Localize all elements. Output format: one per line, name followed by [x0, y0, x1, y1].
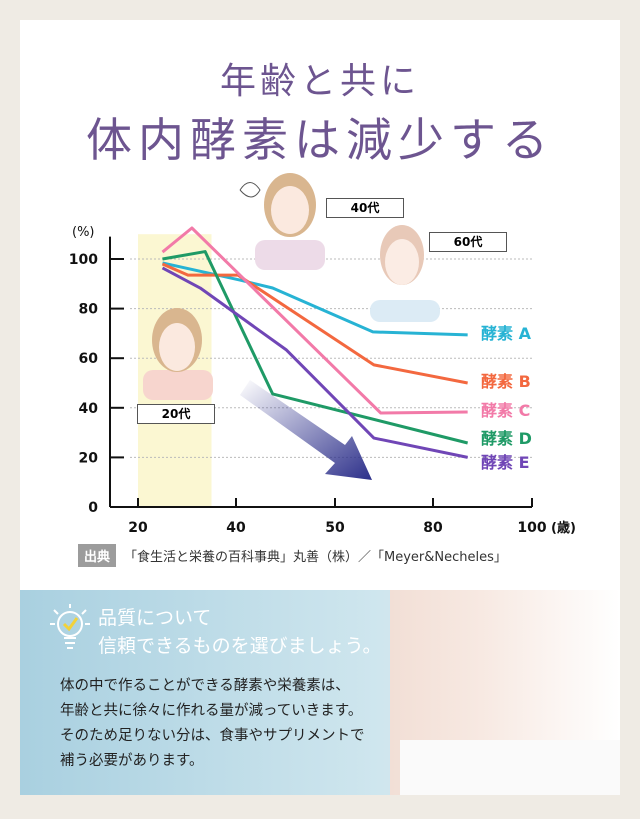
x-tick-label: 20	[128, 520, 148, 536]
series-label: 酵素 C	[481, 401, 530, 420]
enzyme-line-chart: 0 20 40 60 80 100 20 40 50 80 100 (%) (歳) 酵素 A 酵素 B 酵素 …	[69, 173, 576, 536]
x-tick-label: 40	[226, 520, 246, 536]
series-line-c	[161, 226, 468, 415]
series-label: 酵素 B	[481, 372, 531, 391]
y-tick-label: 80	[79, 302, 99, 318]
age-tag-20s: 20代	[137, 404, 215, 424]
body-line: 体の中で作ることができる酵素や栄養素は、	[60, 678, 350, 694]
illustrations	[143, 173, 440, 400]
source-citation: 出典 「食生活と栄養の百科事典」丸善（株）／「Meyer&Necheles」	[78, 544, 507, 567]
body-line: 年齢と共に徐々に作れる量が減っていきます。	[60, 703, 363, 719]
panel-headline: 品質について 信頼できるものを選びましょう。	[98, 604, 381, 660]
age-tag-60s: 60代	[429, 232, 507, 252]
age-tag-40s: 40代	[326, 198, 404, 218]
series-label: 酵素 A	[481, 324, 532, 343]
woman-60s-illustration	[370, 225, 440, 322]
woman-40s-illustration	[239, 173, 325, 270]
lightbulb-check-icon	[50, 604, 90, 649]
y-axis-label: (%)	[72, 225, 95, 240]
title-line1: 年齢と共に	[219, 61, 420, 102]
x-tick-label: 100	[517, 520, 546, 536]
y-tick-label: 40	[79, 401, 99, 417]
decrease-arrow	[240, 380, 372, 480]
y-tick-label: 60	[79, 351, 99, 367]
info-panel: 品質について 信頼できるものを選びましょう。 体の中で作ることができる酵素や栄養…	[20, 590, 620, 795]
woman-20s-illustration	[143, 308, 213, 400]
x-axis-label: (歳)	[551, 520, 576, 536]
belly-photo	[390, 590, 620, 795]
y-tick-label: 100	[69, 252, 98, 268]
series-label: 酵素 E	[481, 453, 530, 472]
body-line: 補う必要があります。	[60, 753, 204, 769]
content-card	[20, 20, 620, 590]
title-line2: 体内酵素は減少する	[86, 113, 554, 167]
x-tick-label: 80	[423, 520, 443, 536]
source-text: 「食生活と栄養の百科事典」丸善（株）／「Meyer&Necheles」	[124, 550, 507, 565]
x-tick-label: 50	[325, 520, 345, 536]
headline-line: 信頼できるものを選びましょう。	[98, 635, 382, 657]
series-line-e	[161, 266, 468, 459]
y-tick-label: 0	[88, 500, 98, 516]
panel-body: 体の中で作ることができる酵素や栄養素は、 年齢と共に徐々に作れる量が減っていきま…	[60, 674, 365, 774]
source-tag: 出典	[78, 544, 117, 567]
y-tick-label: 20	[79, 450, 99, 466]
headline-line: 品質について	[98, 607, 212, 629]
series-label: 酵素 D	[481, 429, 532, 448]
series-line-d	[162, 250, 469, 445]
body-line: そのため足りない分は、食事やサプリメントで	[60, 728, 365, 744]
